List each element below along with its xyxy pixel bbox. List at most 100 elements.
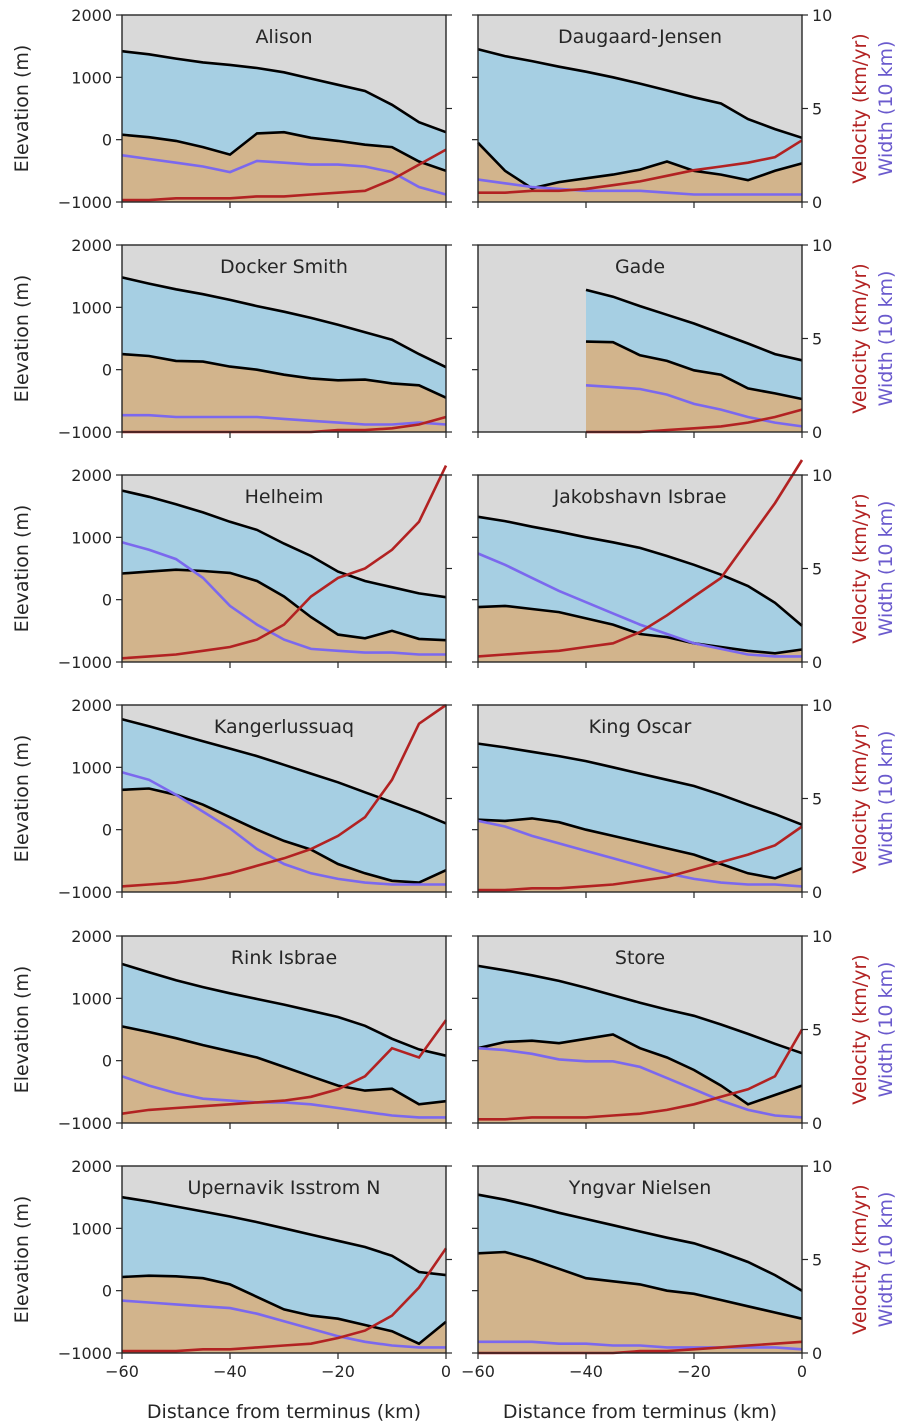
y-tick-label: 2000: [71, 236, 112, 255]
panel-title: Jakobshavn Isbrae: [553, 486, 727, 508]
ice-area: [122, 51, 446, 171]
panel-title: Store: [615, 947, 665, 969]
panel-jakobshavn-isbrae: Jakobshavn Isbrae 0 5 10 Velocity (km/yr) Wid…: [472, 459, 897, 672]
y2-tick-label: 5: [812, 330, 822, 349]
panel-rink-isbrae: Rink Isbrae −1000 0 1000 2000 Elevation (m): [11, 927, 452, 1133]
y-tick-label: 2000: [71, 1157, 112, 1176]
panel-upernavik-isstrom-n: Upernavik Isstrom N −60 −40 −20 0 −1000 0 1000 2…: [11, 1157, 452, 1423]
ice-area: [122, 1197, 446, 1344]
y-tick-label: 1000: [71, 298, 112, 317]
panel-helheim: Helheim −1000 0 1000 2000 Elevation (m): [11, 465, 452, 672]
y-tick-label: 2000: [71, 6, 112, 25]
y-tick-label: 0: [102, 1052, 112, 1071]
bed-line: [477, 1250, 803, 1320]
velocity-line: [122, 1247, 448, 1353]
y-tick-label: 1000: [71, 528, 112, 547]
y-tick-label: −1000: [58, 653, 112, 672]
ice-area: [478, 743, 802, 879]
panel-title: Gade: [615, 256, 665, 278]
ice-area: [478, 49, 802, 189]
y-axis-label: Elevation (m): [11, 1196, 33, 1324]
width-line: [585, 384, 803, 428]
y-tick-label: 1000: [71, 68, 112, 87]
y-tick-label: −1000: [58, 1114, 112, 1133]
surface-line: [121, 49, 447, 134]
y2-tick-label: 10: [812, 696, 832, 715]
panel-alison: Alison −1000 0 1000 2000 Elevation (m): [11, 6, 452, 212]
y2-width-label: Width (10 km): [875, 962, 897, 1098]
bed-line: [477, 1033, 803, 1106]
y2-tick-label: 0: [812, 193, 822, 212]
bed-area: [586, 341, 802, 432]
bed-line: [121, 352, 447, 399]
surface-line: [477, 742, 803, 826]
panel-king-oscar: King Oscar 0 5 10 Velocity (km/yr) Width (10 …: [472, 696, 897, 902]
y-tick-label: −1000: [58, 423, 112, 442]
y-tick-label: 2000: [71, 466, 112, 485]
ice-area: [122, 719, 446, 883]
surface-line: [477, 515, 803, 627]
ice-area: [478, 965, 802, 1105]
ice-area: [478, 516, 802, 654]
panel-title: Docker Smith: [220, 256, 348, 278]
x-tick-label: −60: [105, 1362, 139, 1381]
panel-title: Alison: [255, 26, 312, 48]
y2-tick-label: 5: [812, 100, 822, 119]
panel-title: Upernavik Isstrom N: [187, 1177, 380, 1199]
bed-area: [478, 1252, 802, 1353]
x-tick-label: −40: [569, 1362, 603, 1381]
bed-line: [477, 817, 803, 880]
panel-daugaard-jensen: Daugaard-Jensen 0 5 10 Velocity (km/yr) Width…: [472, 6, 897, 212]
bed-area: [122, 132, 446, 202]
y2-tick-label: 0: [812, 653, 822, 672]
y-tick-label: −1000: [58, 1344, 112, 1363]
x-tick-label: 0: [797, 1362, 807, 1381]
bed-line: [477, 604, 803, 655]
y-axis-label: Elevation (m): [11, 45, 33, 173]
y-axis-label: Elevation (m): [11, 966, 33, 1094]
ice-area: [122, 277, 446, 398]
velocity-line: [478, 139, 803, 194]
surface-line: [121, 718, 447, 825]
surface-line: [121, 489, 447, 599]
panel-yngvar-nielsen: Yngvar Nielsen −60 −40 −20 00 5 10 Velocity (km…: [461, 1157, 897, 1423]
surface-line: [121, 962, 447, 1057]
surface-line: [477, 1193, 803, 1292]
y-tick-label: −1000: [58, 883, 112, 902]
width-line: [122, 413, 447, 426]
panel-title: Rink Isbrae: [231, 947, 337, 969]
y-tick-label: 0: [102, 591, 112, 610]
y2-tick-label: 0: [812, 423, 822, 442]
bed-area: [122, 354, 446, 432]
y-tick-label: 1000: [71, 1219, 112, 1238]
panel-docker-smith: Docker Smith −1000 0 1000 2000 Elevation (m): [11, 236, 452, 442]
bed-line: [121, 568, 447, 642]
y-axis-label: Elevation (m): [11, 275, 33, 403]
bed-line: [121, 130, 447, 173]
velocity-line: [478, 825, 803, 892]
panel-kangerlussuaq: Kangerlussuaq −1000 0 1000 2000 Elevation (m): [11, 696, 452, 902]
y2-tick-label: 10: [812, 927, 832, 946]
y2-width-label: Width (10 km): [875, 1192, 897, 1328]
y2-velocity-label: Velocity (km/yr): [849, 954, 871, 1104]
y-tick-label: 0: [102, 131, 112, 150]
bed-line: [121, 1025, 447, 1106]
panel-title: Daugaard-Jensen: [558, 26, 722, 48]
panel-gade: Gade 0 5 10 Velocity (km/yr) Width (10 km): [472, 236, 897, 442]
ice-area: [478, 1194, 802, 1319]
width-line: [478, 1340, 803, 1351]
x-tick-label: −60: [461, 1362, 495, 1381]
velocity-line: [477, 459, 804, 658]
y2-velocity-label: Velocity (km/yr): [849, 263, 871, 413]
velocity-line: [121, 1019, 448, 1115]
x-tick-label: −20: [677, 1362, 711, 1381]
y-tick-label: 0: [102, 1282, 112, 1301]
velocity-line: [478, 1028, 804, 1121]
y2-tick-label: 0: [812, 1114, 822, 1133]
width-line: [121, 541, 446, 656]
surface-line: [477, 964, 803, 1055]
y2-tick-label: 5: [812, 1251, 822, 1270]
y-tick-label: 2000: [71, 696, 112, 715]
y2-width-label: Width (10 km): [875, 501, 897, 637]
